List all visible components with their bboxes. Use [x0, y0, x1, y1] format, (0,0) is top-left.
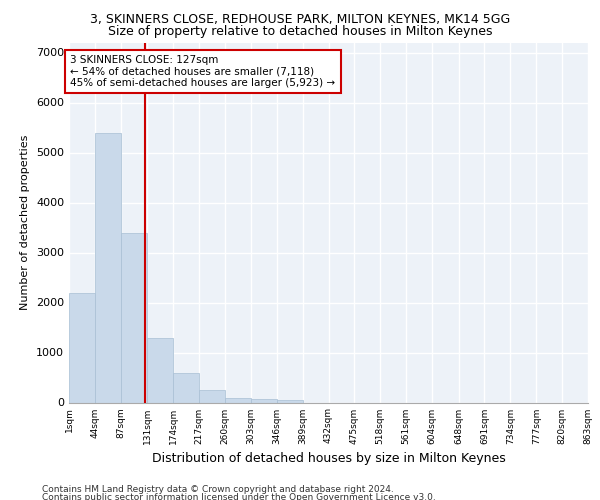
- Bar: [69, 292, 95, 403]
- Text: Contains public sector information licensed under the Open Government Licence v3: Contains public sector information licen…: [42, 494, 436, 500]
- Bar: [173, 372, 199, 402]
- Bar: [147, 338, 173, 402]
- Bar: [199, 390, 225, 402]
- Text: Contains HM Land Registry data © Crown copyright and database right 2024.: Contains HM Land Registry data © Crown c…: [42, 485, 394, 494]
- Bar: [225, 398, 251, 402]
- X-axis label: Distribution of detached houses by size in Milton Keynes: Distribution of detached houses by size …: [152, 452, 505, 465]
- Y-axis label: Number of detached properties: Number of detached properties: [20, 135, 31, 310]
- Text: 3 SKINNERS CLOSE: 127sqm
← 54% of detached houses are smaller (7,118)
45% of sem: 3 SKINNERS CLOSE: 127sqm ← 54% of detach…: [70, 55, 335, 88]
- Text: Size of property relative to detached houses in Milton Keynes: Size of property relative to detached ho…: [108, 25, 492, 38]
- Bar: [277, 400, 302, 402]
- Bar: [251, 399, 277, 402]
- Text: 3, SKINNERS CLOSE, REDHOUSE PARK, MILTON KEYNES, MK14 5GG: 3, SKINNERS CLOSE, REDHOUSE PARK, MILTON…: [90, 12, 510, 26]
- Bar: [95, 132, 121, 402]
- Bar: [121, 232, 147, 402]
